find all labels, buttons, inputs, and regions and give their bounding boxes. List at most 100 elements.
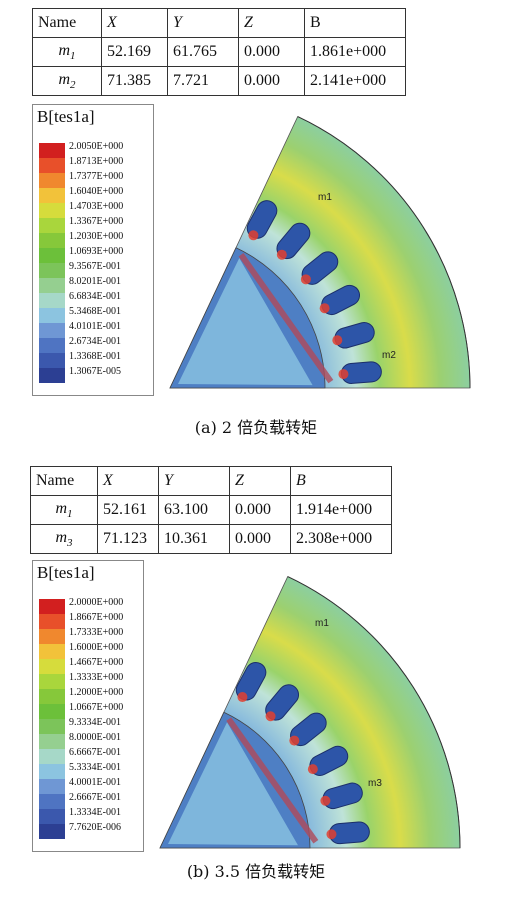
legend-swatch: [39, 368, 65, 383]
legend-swatch: [39, 353, 65, 368]
row-y: 61.765: [167, 37, 239, 67]
legend-value: 1.4667E+000: [69, 657, 124, 668]
legend-swatch: [39, 293, 65, 308]
hot-spot: [300, 274, 311, 285]
header-y: Y: [158, 466, 230, 496]
header-x: X: [97, 466, 159, 496]
hot-spot: [307, 764, 318, 775]
legend-value: 1.7377E+000: [69, 171, 124, 182]
hot-spot: [248, 230, 259, 241]
point-table-a: Name X Y Z B m1 52.169 61.765 0.000 1.86…: [32, 8, 406, 96]
row-b: 1.914e+000: [290, 495, 392, 525]
hot-spot: [319, 303, 330, 314]
stator-outline: [287, 576, 461, 849]
legend-swatch: [39, 764, 65, 779]
color-legend-b: B[tes1a] 2.0000E+000 1.8667E+000 1.7333E+0…: [32, 560, 144, 852]
header-b: B: [304, 8, 406, 38]
marker-label: m1: [315, 618, 329, 629]
legend-value: 4.0001E-001: [69, 777, 121, 788]
color-legend-a: B[tes1a] 2.0050E+000 1.8713E+000 1.7377E+0…: [32, 104, 154, 396]
hot-spot: [320, 795, 331, 806]
row-y: 63.100: [158, 495, 230, 525]
hot-spot: [338, 369, 349, 380]
legend-swatch: [39, 218, 65, 233]
legend-value: 1.4703E+000: [69, 201, 124, 212]
legend-value: 9.3334E-001: [69, 717, 121, 728]
legend-swatch: [39, 674, 65, 689]
magnet-bar: [238, 253, 334, 384]
table-row: m2 71.385 7.721 0.000 2.141e+000: [32, 66, 406, 96]
legend-swatch: [39, 824, 65, 839]
legend-swatch: [39, 719, 65, 734]
legend-swatch: [39, 323, 65, 338]
caption-a: (a) 2 倍负载转矩: [194, 418, 318, 437]
header-name: Name: [30, 466, 98, 496]
legend-swatch: [39, 794, 65, 809]
legend-value: 1.6040E+000: [69, 186, 124, 197]
magnet-bar: [226, 717, 319, 844]
row-name: m1: [30, 495, 98, 525]
legend-swatch: [39, 689, 65, 704]
table-row: m1 52.161 63.100 0.000 1.914e+000: [30, 495, 392, 525]
legend-value: 8.0201E-001: [69, 276, 121, 287]
legend-value: 4.0101E-001: [69, 321, 121, 332]
legend-swatch: [39, 278, 65, 293]
marker-label: m3: [368, 778, 382, 789]
row-b: 2.141e+000: [304, 66, 406, 96]
field-plot-b: m1 m3: [159, 576, 461, 849]
legend-value: 1.2000E+000: [69, 687, 124, 698]
legend-swatch: [39, 704, 65, 719]
legend-swatch: [39, 143, 65, 158]
hot-spot: [265, 711, 276, 722]
row-z: 0.000: [229, 524, 291, 554]
legend-swatch: [39, 158, 65, 173]
legend-swatch: [39, 614, 65, 629]
hot-spot: [326, 829, 337, 840]
legend-value: 2.6667E-001: [69, 792, 121, 803]
hot-spot: [332, 335, 343, 346]
legend-value: 7.7620E-006: [69, 822, 121, 833]
hot-spot: [289, 735, 300, 746]
legend-swatch: [39, 338, 65, 353]
legend-swatch: [39, 308, 65, 323]
panel-b: Name X Y Z B m1 52.161 63.100 0.000 1.91…: [0, 462, 512, 920]
row-name: m1: [32, 37, 102, 67]
legend-swatch: [39, 734, 65, 749]
legend-value: 6.6834E-001: [69, 291, 121, 302]
rotor-inner: [168, 722, 298, 846]
legend-swatch: [39, 263, 65, 278]
header-name: Name: [32, 8, 102, 38]
row-z: 0.000: [238, 37, 305, 67]
header-x: X: [101, 8, 168, 38]
marker-label: m1: [318, 192, 332, 203]
legend-value: 1.6000E+000: [69, 642, 124, 653]
legend-value: 1.3333E+000: [69, 672, 124, 683]
caption-b: (b) 3.5 倍负载转矩: [186, 862, 326, 881]
legend-swatch: [39, 659, 65, 674]
point-table-b: Name X Y Z B m1 52.161 63.100 0.000 1.91…: [30, 466, 392, 554]
legend-swatch: [39, 248, 65, 263]
legend-swatch: [39, 233, 65, 248]
legend-value: 1.8713E+000: [69, 156, 124, 167]
legend-swatch: [39, 644, 65, 659]
row-name: m2: [32, 66, 102, 96]
legend-value: 8.0000E-001: [69, 732, 121, 743]
legend-swatch: [39, 188, 65, 203]
legend-value: 5.3468E-001: [69, 306, 121, 317]
legend-swatch: [39, 749, 65, 764]
hot-spot: [276, 249, 287, 260]
table-header-row: Name X Y Z B: [32, 8, 406, 38]
row-x: 71.123: [97, 524, 159, 554]
legend-value: 1.3367E+000: [69, 216, 124, 227]
row-z: 0.000: [229, 495, 291, 525]
header-y: Y: [167, 8, 239, 38]
panel-a: Name X Y Z B m1 52.169 61.765 0.000 1.86…: [0, 0, 512, 445]
legend-value: 1.3334E-001: [69, 807, 121, 818]
legend-value: 9.3567E-001: [69, 261, 121, 272]
hot-spot: [237, 692, 248, 703]
row-y: 7.721: [167, 66, 239, 96]
header-z: Z: [238, 8, 305, 38]
legend-value: 1.3067E-005: [69, 366, 121, 377]
field-plot-a: m1 m2: [169, 116, 471, 389]
legend-value: 1.7333E+000: [69, 627, 124, 638]
